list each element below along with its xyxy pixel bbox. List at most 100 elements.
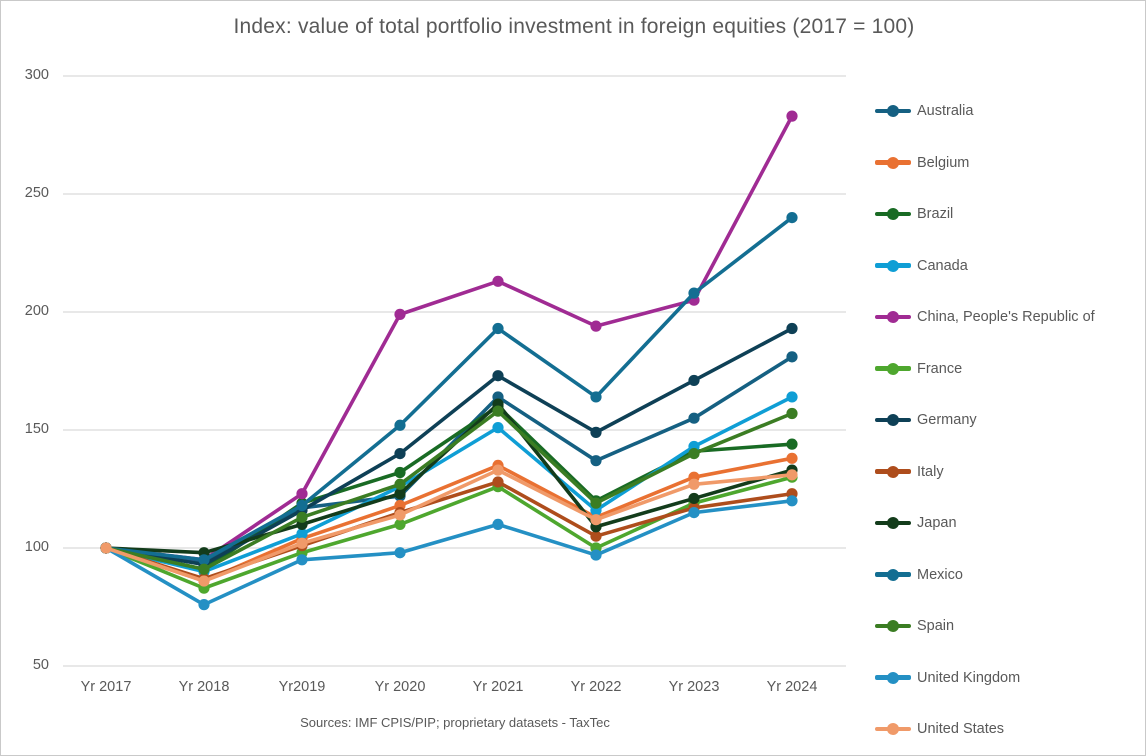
line-brazil — [104, 404, 794, 572]
line-spain — [104, 409, 794, 572]
source-note: Sources: IMF CPIS/PIP; proprietary datas… — [300, 715, 610, 730]
legend-label-brazil: Brazil — [917, 206, 954, 222]
point-germany-yr-2021 — [492, 370, 504, 382]
point-united-states-yr-2020 — [394, 509, 406, 521]
point-united-states-yr2019 — [296, 537, 308, 549]
point-australia-yr-2024 — [786, 351, 798, 363]
point-spain-yr-2024 — [786, 407, 798, 420]
point-united-states-yr-2021 — [492, 464, 504, 476]
point-belgium-yr-2024 — [786, 452, 798, 464]
point-australia-yr-2022 — [590, 455, 602, 467]
point-italy-yr-2022 — [590, 530, 602, 542]
legend-item-italy: Italy — [875, 462, 944, 482]
legend-swatch-japan — [875, 517, 911, 529]
y-axis-tick-150: 150 — [24, 421, 49, 437]
line-australia — [104, 355, 794, 564]
point-germany-yr-2024 — [786, 322, 798, 335]
line-germany — [104, 326, 794, 567]
legend-item-china-people-s-republic-of: China, People's Republic of — [875, 307, 1095, 327]
point-spain-yr-2018 — [198, 563, 210, 575]
legend-item-belgium: Belgium — [875, 153, 969, 173]
legend-swatch-china-people-s-republic-of — [875, 311, 911, 323]
point-brazil-yr-2020 — [394, 466, 406, 479]
point-italy-yr-2021 — [492, 476, 504, 488]
legend-label-canada: Canada — [917, 257, 968, 274]
x-axis-tick-yr-2018: Yr 2018 — [178, 679, 230, 695]
legend-item-germany: Germany — [875, 410, 977, 430]
x-axis-tick-yr-2024: Yr 2024 — [766, 679, 818, 695]
point-united-states-yr-2017 — [100, 542, 112, 554]
legend-swatch-united-kingdom — [875, 671, 911, 684]
point-united-kingdom-yr-2020 — [394, 547, 406, 559]
legend-marker-icon — [887, 723, 899, 735]
point-australia-yr-2023 — [688, 412, 700, 424]
x-axis-tick-yr-2020: Yr 2020 — [374, 679, 426, 695]
point-china-people-s-republic-of-yr-2024 — [786, 110, 798, 122]
point-japan-yr-2020 — [394, 488, 406, 500]
point-united-kingdom-yr-2021 — [492, 518, 504, 531]
point-mexico-yr2019 — [296, 499, 308, 512]
legend-marker-icon — [887, 259, 899, 272]
point-united-states-yr-2018 — [198, 575, 210, 587]
legend-label-italy: Italy — [917, 463, 944, 480]
point-spain-yr-2020 — [394, 478, 406, 490]
point-china-people-s-republic-of-yr-2022 — [590, 320, 602, 332]
legend-marker-icon — [887, 105, 899, 117]
point-mexico-yr-2018 — [198, 554, 210, 566]
legend-item-canada: Canada — [875, 256, 968, 276]
legend-marker-icon — [887, 156, 899, 169]
point-canada-yr2019 — [296, 528, 308, 540]
point-united-states-yr-2023 — [688, 478, 700, 490]
legend-marker-icon — [887, 311, 899, 323]
y-axis-tick-100: 100 — [24, 539, 49, 555]
legend-label-australia: Australia — [917, 103, 974, 119]
point-united-states-yr-2024 — [786, 469, 798, 481]
legend-marker-icon — [887, 620, 899, 632]
line-canada — [104, 395, 794, 574]
point-united-kingdom-yr-2022 — [590, 549, 602, 561]
point-spain-yr-2022 — [590, 497, 602, 509]
point-brazil-yr-2024 — [786, 438, 798, 450]
legend-label-china-people-s-republic-of: China, People's Republic of — [917, 309, 1095, 325]
legend-swatch-mexico — [875, 568, 911, 581]
point-canada-yr-2021 — [492, 422, 504, 434]
x-axis-tick-yr2019: Yr2019 — [278, 679, 326, 695]
point-china-people-s-republic-of-yr2019 — [296, 488, 308, 500]
legend-item-united-kingdom: United Kingdom — [875, 668, 1020, 688]
line-france — [104, 475, 794, 590]
point-spain-yr-2021 — [492, 405, 504, 417]
legend-marker-icon — [887, 208, 899, 220]
legend-item-brazil: Brazil — [875, 204, 953, 224]
legend-swatch-united-states — [875, 723, 911, 735]
legend-marker-icon — [887, 414, 899, 426]
legend-label-belgium: Belgium — [917, 154, 970, 171]
legend-label-germany: Germany — [917, 412, 977, 428]
chart-title: Index: value of total portfolio investme… — [233, 15, 915, 38]
legend-swatch-australia — [875, 105, 911, 117]
point-mexico-yr-2021 — [492, 322, 504, 335]
point-germany-yr-2023 — [688, 374, 700, 387]
y-axis-tick-250: 250 — [24, 185, 49, 201]
point-mexico-yr-2020 — [394, 419, 406, 431]
point-france-yr-2020 — [394, 518, 406, 531]
x-axis-tick-yr-2021: Yr 2021 — [472, 679, 524, 695]
point-mexico-yr-2022 — [590, 391, 602, 403]
y-axis-tick-200: 200 — [24, 303, 49, 319]
point-germany-yr-2020 — [394, 448, 406, 460]
series-united-kingdom — [100, 495, 798, 611]
x-axis-tick-yr-2023: Yr 2023 — [668, 679, 720, 695]
point-united-kingdom-yr-2018 — [198, 599, 210, 611]
point-united-kingdom-yr-2024 — [786, 495, 798, 507]
legend-item-spain: Spain — [875, 616, 954, 636]
legend-label-mexico: Mexico — [917, 566, 963, 583]
point-mexico-yr-2023 — [688, 287, 700, 299]
legend-item-australia: Australia — [875, 101, 973, 121]
x-axis-tick-yr-2022: Yr 2022 — [570, 679, 622, 695]
line-mexico — [104, 215, 794, 562]
legend-swatch-brazil — [875, 208, 911, 220]
legend-marker-icon — [887, 671, 899, 684]
legend-swatch-italy — [875, 465, 911, 478]
point-united-kingdom-yr2019 — [296, 554, 308, 566]
